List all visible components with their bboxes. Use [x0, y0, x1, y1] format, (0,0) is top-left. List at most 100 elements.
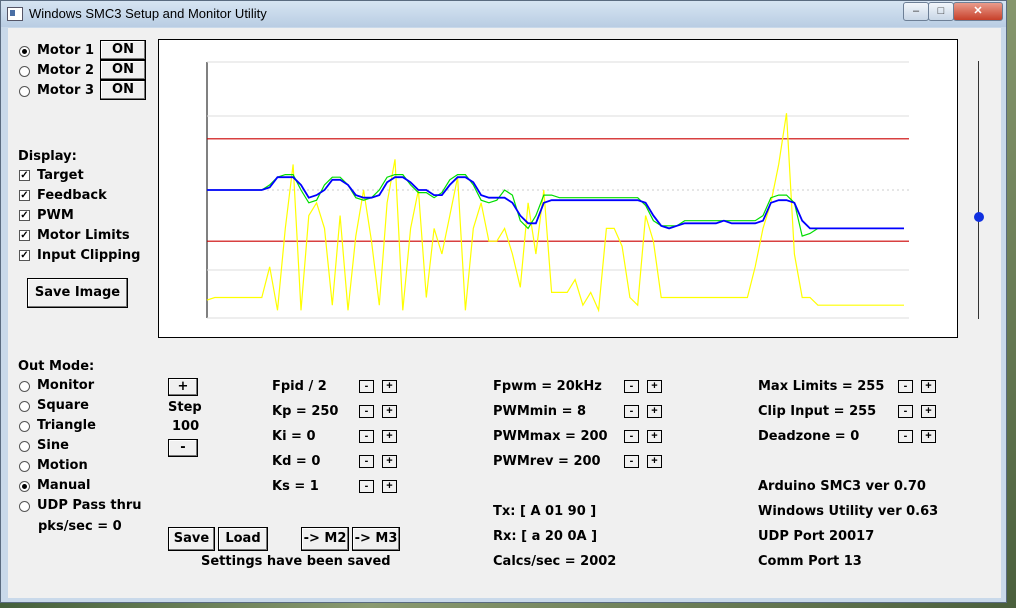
client-area: Motor 1 ON Motor 2 ON Motor 3 ON Display… — [8, 28, 1001, 598]
mode-triangle-radio[interactable] — [19, 421, 30, 432]
maximize-icon[interactable]: □ — [928, 2, 954, 21]
ks-label: Ks = 1 — [272, 479, 319, 494]
pwm-series — [206, 113, 904, 313]
mode-sine-radio[interactable] — [19, 441, 30, 452]
motor-2-radio[interactable] — [19, 66, 30, 77]
pwmrev-minus-button[interactable]: - — [624, 455, 639, 468]
packets-per-sec: pks/sec = 0 — [38, 519, 122, 534]
ks-minus-button[interactable]: - — [359, 480, 374, 493]
arduino-version: Arduino SMC3 ver 0.70 — [758, 479, 926, 494]
motor-1-radio[interactable] — [19, 46, 30, 57]
motor-3-on-button[interactable]: ON — [100, 80, 146, 100]
feedback-series — [207, 174, 904, 237]
mode-square-radio[interactable] — [19, 401, 30, 412]
position-slider-track[interactable] — [978, 61, 979, 319]
mode-monitor-radio[interactable] — [19, 381, 30, 392]
mode-monitor-label: Monitor — [37, 378, 95, 393]
copy-to-m3-button[interactable]: -> M3 — [352, 527, 400, 551]
motor-3-label: Motor 3 — [37, 83, 94, 98]
mode-motion-radio[interactable] — [19, 461, 30, 472]
input-clipping-checkbox[interactable]: ✓ — [19, 250, 30, 261]
mode-sine-label: Sine — [37, 438, 69, 453]
pwmmax-minus-button[interactable]: - — [624, 430, 639, 443]
mode-udp-label: UDP Pass thru — [37, 498, 142, 513]
out-mode-heading: Out Mode: — [18, 359, 95, 374]
save-button[interactable]: Save — [168, 527, 215, 551]
tx-readout: Tx: [ A 01 90 ] — [493, 504, 597, 519]
fpid-plus-button[interactable]: + — [382, 380, 397, 393]
chart-svg — [206, 61, 909, 319]
target-checkbox[interactable]: ✓ — [19, 170, 30, 181]
fpwm-minus-button[interactable]: - — [624, 380, 639, 393]
close-icon[interactable]: ✕ — [953, 2, 1003, 21]
kp-minus-button[interactable]: - — [359, 405, 374, 418]
clip-input-plus-button[interactable]: + — [921, 405, 936, 418]
kd-label: Kd = 0 — [272, 454, 321, 469]
pwmmin-plus-button[interactable]: + — [647, 405, 662, 418]
deadzone-plus-button[interactable]: + — [921, 430, 936, 443]
mode-udp-radio[interactable] — [19, 501, 30, 512]
save-image-button[interactable]: Save Image — [27, 278, 128, 308]
udp-port: UDP Port 20017 — [758, 529, 875, 544]
pwmrev-label: PWMrev = 200 — [493, 454, 601, 469]
mode-triangle-label: Triangle — [37, 418, 96, 433]
mode-square-label: Square — [37, 398, 89, 413]
mode-manual-label: Manual — [37, 478, 91, 493]
calcs-readout: Calcs/sec = 2002 — [493, 554, 617, 569]
motor-3-radio[interactable] — [19, 86, 30, 97]
target-series — [207, 176, 904, 230]
feedback-checkbox[interactable]: ✓ — [19, 190, 30, 201]
target-label: Target — [37, 168, 84, 183]
pwmrev-plus-button[interactable]: + — [647, 455, 662, 468]
max-limits-label: Max Limits = 255 — [758, 379, 885, 394]
status-message: Settings have been saved — [201, 554, 391, 569]
feedback-label: Feedback — [37, 188, 107, 203]
motor-2-on-button[interactable]: ON — [100, 60, 146, 80]
ki-minus-button[interactable]: - — [359, 430, 374, 443]
motor-limits-checkbox[interactable]: ✓ — [19, 230, 30, 241]
fpid-minus-button[interactable]: - — [359, 380, 374, 393]
comm-port: Comm Port 13 — [758, 554, 862, 569]
kd-minus-button[interactable]: - — [359, 455, 374, 468]
title-bar[interactable]: Windows SMC3 Setup and Monitor Utility –… — [1, 1, 1006, 27]
motor-2-label: Motor 2 — [37, 63, 94, 78]
step-value: 100 — [172, 419, 200, 434]
app-icon — [7, 7, 23, 21]
pwmmin-minus-button[interactable]: - — [624, 405, 639, 418]
step-minus-button[interactable]: - — [168, 439, 198, 457]
pwmmin-label: PWMmin = 8 — [493, 404, 587, 419]
deadzone-label: Deadzone = 0 — [758, 429, 860, 444]
mode-motion-label: Motion — [37, 458, 88, 473]
kd-plus-button[interactable]: + — [382, 455, 397, 468]
motor-limits-label: Motor Limits — [37, 228, 130, 243]
kp-plus-button[interactable]: + — [382, 405, 397, 418]
motor-1-on-button[interactable]: ON — [100, 40, 146, 60]
fpid-label: Fpid / 2 — [272, 379, 327, 394]
mode-manual-radio[interactable] — [19, 481, 30, 492]
monitor-chart — [158, 39, 958, 338]
display-heading: Display: — [18, 149, 77, 164]
window-title: Windows SMC3 Setup and Monitor Utility — [29, 6, 267, 21]
position-slider-knob[interactable] — [974, 212, 984, 222]
clip-input-minus-button[interactable]: - — [898, 405, 913, 418]
max-limits-plus-button[interactable]: + — [921, 380, 936, 393]
pwmmax-plus-button[interactable]: + — [647, 430, 662, 443]
rx-readout: Rx: [ a 20 0A ] — [493, 529, 598, 544]
max-limits-minus-button[interactable]: - — [898, 380, 913, 393]
deadzone-minus-button[interactable]: - — [898, 430, 913, 443]
fpwm-plus-button[interactable]: + — [647, 380, 662, 393]
step-plus-button[interactable]: + — [168, 378, 198, 396]
step-label: Step — [168, 400, 202, 415]
load-button[interactable]: Load — [218, 527, 268, 551]
pwm-label: PWM — [37, 208, 74, 223]
ki-plus-button[interactable]: + — [382, 430, 397, 443]
fpwm-label: Fpwm = 20kHz — [493, 379, 602, 394]
ks-plus-button[interactable]: + — [382, 480, 397, 493]
copy-to-m2-button[interactable]: -> M2 — [301, 527, 349, 551]
ki-label: Ki = 0 — [272, 429, 316, 444]
pwm-checkbox[interactable]: ✓ — [19, 210, 30, 221]
kp-label: Kp = 250 — [272, 404, 339, 419]
minimize-icon[interactable]: – — [903, 2, 929, 21]
utility-version: Windows Utility ver 0.63 — [758, 504, 939, 519]
